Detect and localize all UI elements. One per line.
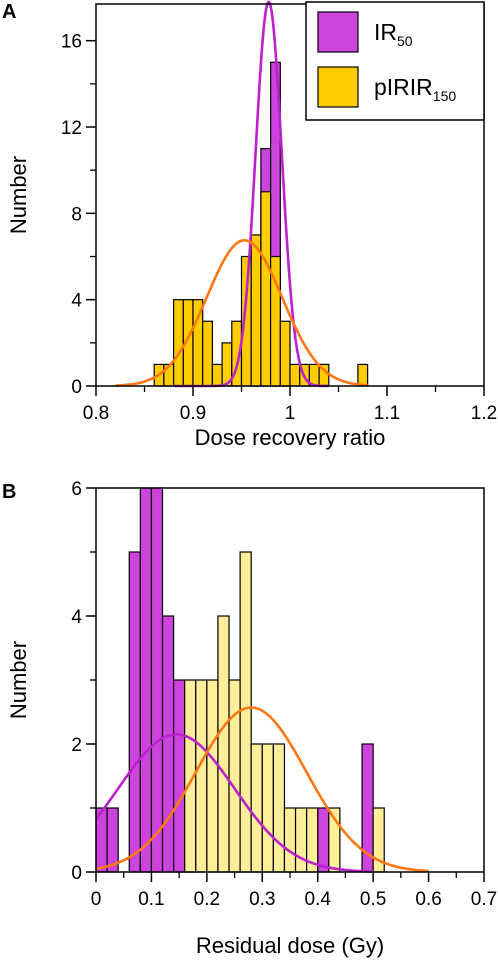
y-tick-label: 6 (71, 479, 82, 500)
y-tick-label: 16 (61, 32, 82, 53)
x-tick-label: 0.8 (83, 403, 109, 424)
x-tick-label: 0.9 (180, 403, 206, 424)
bar-pirir150-9 (283, 807, 297, 873)
y-tick-label: 0 (71, 377, 82, 398)
legend-swatch-0 (317, 11, 359, 53)
bar-pirir150-18 (357, 363, 369, 387)
x-tick-label: 1.1 (374, 403, 400, 424)
fit-curve-pirir150 (115, 239, 368, 387)
x-tick-label: 0.7 (471, 889, 497, 910)
panel-b-fits (94, 706, 429, 873)
bar-pirir150-8 (272, 743, 286, 873)
bar-ir50-8 (317, 807, 330, 873)
bar-pirir150-10 (250, 234, 262, 387)
bar-pirir150-7 (261, 743, 274, 873)
y-tick-label: 2 (71, 735, 82, 756)
panel-a-axes: 0.8 0.9 1 1.1 1.2 0 4 8 12 16 (61, 32, 497, 424)
y-tick-label: 4 (71, 607, 82, 628)
panel-b-bars (95, 487, 385, 873)
panel-b: B 0 0.1 0.2 0.3 0.4 0.5 0.6 0.7 0 2 4 6 Residual do… (2, 479, 497, 958)
panel-b-axes: 0 0.1 0.2 0.3 0.4 0.5 0.6 0.7 0 2 4 6 (71, 479, 497, 910)
bar-ir50-5 (161, 615, 175, 873)
bar-pirir150-11 (260, 191, 272, 387)
y-tick-label: 12 (61, 118, 82, 139)
panel-b-x-axis-title: Residual dose (Gy) (196, 933, 384, 958)
bar-pirir150-10 (294, 807, 308, 873)
x-tick-label: 1 (285, 403, 296, 424)
y-tick-label: 8 (71, 204, 82, 225)
y-tick-label: 0 (71, 863, 82, 884)
bar-pirir150-6 (211, 363, 223, 387)
x-tick-label: 0 (91, 889, 102, 910)
bar-ir50-3 (139, 487, 153, 873)
x-tick-label: 0.1 (138, 889, 164, 910)
x-tick-label: 0.5 (360, 889, 386, 910)
legend-subscript-1: 150 (433, 88, 457, 104)
x-tick-label: 1.2 (471, 403, 497, 424)
bar-pirir150-13 (279, 320, 291, 387)
bar-pirir150-1 (195, 679, 208, 873)
bar-ir50-2 (128, 551, 141, 873)
x-tick-label: 0.4 (305, 889, 332, 910)
bar-pirir150-4 (228, 679, 241, 873)
fit-curve-ir50 (94, 733, 374, 873)
legend-label-0: IR50 (374, 19, 413, 49)
legend-swatch-1 (317, 66, 359, 108)
panel-a-bars (153, 61, 369, 387)
panel-a: A 0.8 0.9 1 1.1 1.2 0 4 8 12 16 Dose recovery rat… (2, 0, 497, 450)
panel-a-letter: A (2, 1, 16, 23)
fit-curve-pirir150 (95, 706, 429, 873)
x-tick-label: 0.3 (249, 889, 275, 910)
panel-a-x-axis-title: Dose recovery ratio (195, 425, 386, 450)
y-tick-label: 4 (71, 291, 82, 312)
x-tick-label: 0.2 (194, 889, 220, 910)
bar-pirir150-2 (206, 679, 219, 873)
bar-pirir150-5 (202, 320, 213, 387)
panel-b-letter: B (2, 481, 16, 503)
bar-pirir150-6 (250, 743, 263, 873)
bar-ir50-6 (173, 679, 186, 873)
bar-pirir150-5 (239, 551, 252, 873)
panel-a-y-axis-title: Number (6, 156, 31, 234)
x-tick-label: 0.6 (415, 889, 441, 910)
bar-pirir150-3 (217, 615, 230, 873)
bar-pirir150-14 (289, 363, 301, 387)
bar-pirir150-2 (173, 299, 184, 387)
legend-subscript-0: 50 (397, 33, 413, 49)
bar-ir50-4 (150, 487, 164, 873)
panel-b-y-axis-title: Number (6, 641, 31, 719)
